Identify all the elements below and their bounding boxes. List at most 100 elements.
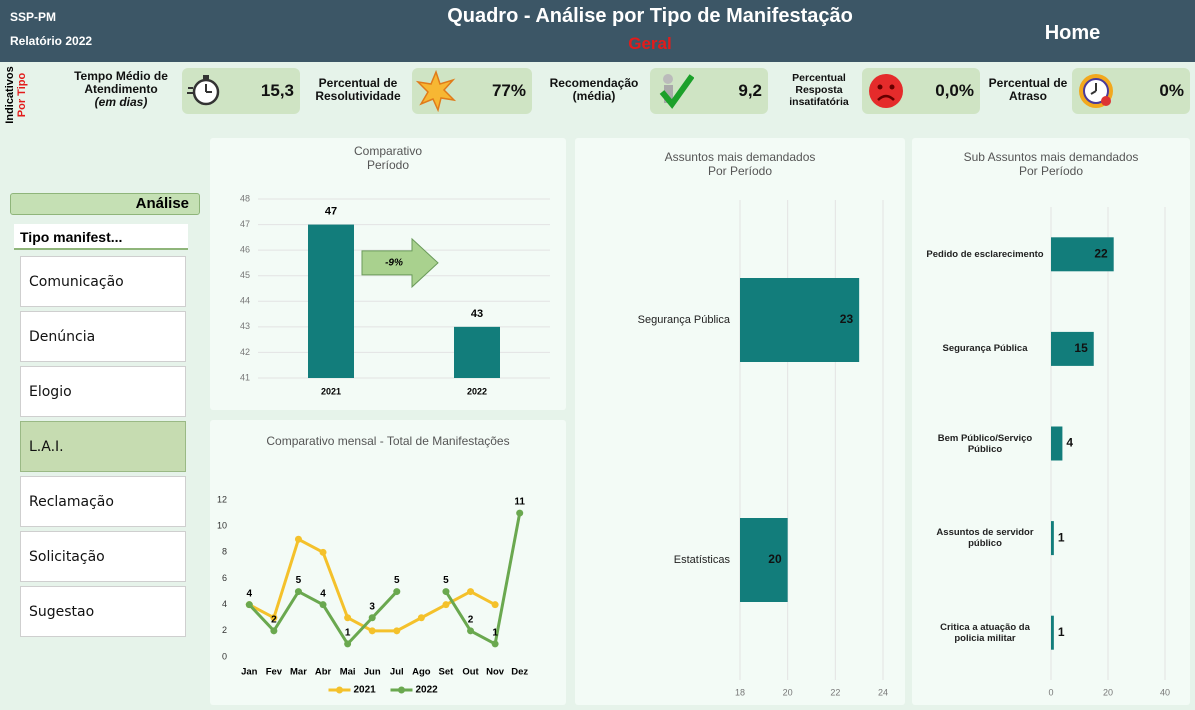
chart-subtitle: Por Período bbox=[1018, 164, 1084, 178]
bar bbox=[1051, 237, 1114, 272]
data-label: 5 bbox=[394, 575, 400, 586]
data-label: 23 bbox=[840, 312, 854, 326]
chart-title-text: Comparativo bbox=[353, 144, 423, 158]
category-label: Bem Público/Serviço Público bbox=[937, 432, 1033, 455]
chart-title-text: Comparativo mensal - Total de Manifestaç… bbox=[266, 434, 510, 448]
chart-title: Comparativo Período bbox=[250, 144, 526, 172]
filter-item[interactable]: Denúncia bbox=[20, 311, 186, 362]
annotation-arrow bbox=[361, 237, 439, 289]
data-label: 5 bbox=[443, 575, 449, 586]
x-tick-label: 0 bbox=[1048, 687, 1053, 697]
category-label: Assuntos de servidor público bbox=[936, 527, 1034, 550]
annotation: -9% bbox=[385, 258, 403, 269]
bar bbox=[740, 518, 788, 602]
title: Quadro - Análise por Tipo de Manifestaçã… bbox=[447, 5, 853, 27]
data-label: 1 bbox=[1058, 625, 1065, 639]
kpi-box: 15,3 bbox=[182, 68, 300, 114]
point bbox=[491, 640, 499, 648]
point bbox=[270, 614, 278, 622]
data-label: 47 bbox=[325, 205, 337, 217]
data-label: 2 bbox=[468, 614, 474, 625]
x-tick-label: Out bbox=[462, 667, 479, 678]
category-label: Critica a atuação da policia militar bbox=[940, 621, 1030, 644]
x-tick-label: Fev bbox=[266, 667, 283, 678]
legend-marker bbox=[398, 686, 405, 694]
kpi-icon bbox=[187, 75, 220, 106]
point bbox=[294, 588, 302, 596]
kpi-label: Percentual Resposta insatifatória bbox=[778, 72, 860, 108]
data-label: 1 bbox=[345, 628, 351, 639]
y-tick-label: 2 bbox=[222, 625, 227, 635]
bar bbox=[1051, 521, 1054, 556]
point bbox=[319, 601, 327, 609]
x-tick-label: Mai bbox=[340, 667, 356, 678]
point bbox=[442, 601, 450, 609]
y-tick-label: 10 bbox=[217, 521, 227, 531]
kpi-title: Percentual de Resolutividade bbox=[315, 76, 401, 103]
kpi-label: Tempo Médio de Atendimento (em dias) bbox=[62, 70, 180, 109]
chart-subtitle: Período bbox=[366, 158, 410, 172]
kpi-title: Tempo Médio de Atendimento bbox=[74, 69, 168, 96]
y-tick-label: 43 bbox=[240, 321, 250, 331]
filter-item[interactable]: Comunicação bbox=[20, 256, 186, 307]
kpi-value: 0% bbox=[1159, 81, 1184, 100]
y-tick-label: 41 bbox=[240, 372, 250, 382]
y-tick-label: 46 bbox=[240, 245, 250, 255]
panel bbox=[210, 420, 566, 705]
x-tick-label: 24 bbox=[878, 687, 888, 697]
chart-title: Comparativo mensal - Total de Manifestaç… bbox=[250, 434, 526, 448]
x-tick-label: 22 bbox=[830, 687, 840, 697]
home-button[interactable]: Home bbox=[1044, 22, 1101, 44]
category-label: Pedido de esclarecimento bbox=[926, 248, 1044, 260]
point bbox=[442, 588, 450, 596]
legend-label: 2021 bbox=[354, 685, 377, 696]
data-label: 5 bbox=[296, 575, 302, 586]
data-label: 22 bbox=[1094, 246, 1108, 260]
chart-title: Sub Assuntos mais demandados Por Período bbox=[952, 150, 1150, 178]
filter-item[interactable]: Solicitação bbox=[20, 531, 186, 582]
series-line bbox=[248, 512, 522, 647]
bar bbox=[1051, 331, 1094, 366]
kpi-title: Percentual de Atraso bbox=[988, 76, 1068, 103]
category-label: Segurança Pública bbox=[637, 313, 730, 326]
org: SSP-PM bbox=[10, 10, 57, 24]
bar bbox=[1051, 426, 1063, 461]
y-tick-label: 48 bbox=[240, 193, 250, 203]
kpi-note: (em dias) bbox=[94, 95, 148, 109]
point bbox=[294, 535, 302, 543]
y-tick-label: 8 bbox=[222, 547, 227, 557]
kpi-title: Percentual Resposta insatifatória bbox=[789, 72, 849, 108]
filter-item[interactable]: Reclamação bbox=[20, 476, 186, 527]
kpi-icon bbox=[659, 74, 694, 109]
data-label: 4 bbox=[1066, 436, 1073, 450]
data-label: 43 bbox=[471, 308, 483, 320]
x-tick-label: Mar bbox=[290, 667, 307, 678]
kpi-value: 0,0% bbox=[935, 81, 974, 100]
filter-item[interactable]: L.A.I. bbox=[20, 421, 186, 472]
point bbox=[467, 588, 475, 596]
point bbox=[344, 640, 352, 648]
y-tick-label: 0 bbox=[222, 651, 227, 661]
point bbox=[319, 548, 327, 556]
bar bbox=[1051, 615, 1054, 650]
x-tick-label: Abr bbox=[315, 667, 332, 678]
category-label: Segurança Pública bbox=[942, 343, 1028, 355]
kpi-label: Percentual de Atraso bbox=[988, 77, 1068, 103]
kpi-icon bbox=[1079, 74, 1113, 108]
data-label: 1 bbox=[492, 628, 498, 639]
y-tick-label: 42 bbox=[240, 347, 250, 357]
point bbox=[417, 614, 425, 622]
x-tick-label: 20 bbox=[783, 687, 793, 697]
x-tick-label: 40 bbox=[1160, 687, 1170, 697]
y-tick-label: 47 bbox=[240, 219, 250, 229]
data-label: 1 bbox=[1058, 530, 1065, 544]
x-tick-label: 18 bbox=[735, 687, 745, 697]
filter-item[interactable]: Sugestao bbox=[20, 586, 186, 637]
point bbox=[270, 627, 278, 635]
point bbox=[467, 627, 475, 635]
legend-marker bbox=[336, 686, 343, 694]
category-label: Estatísticas bbox=[673, 553, 730, 566]
filter-item[interactable]: Elogio bbox=[20, 366, 186, 417]
chart-title: Assuntos mais demandados Por Período bbox=[615, 150, 865, 178]
